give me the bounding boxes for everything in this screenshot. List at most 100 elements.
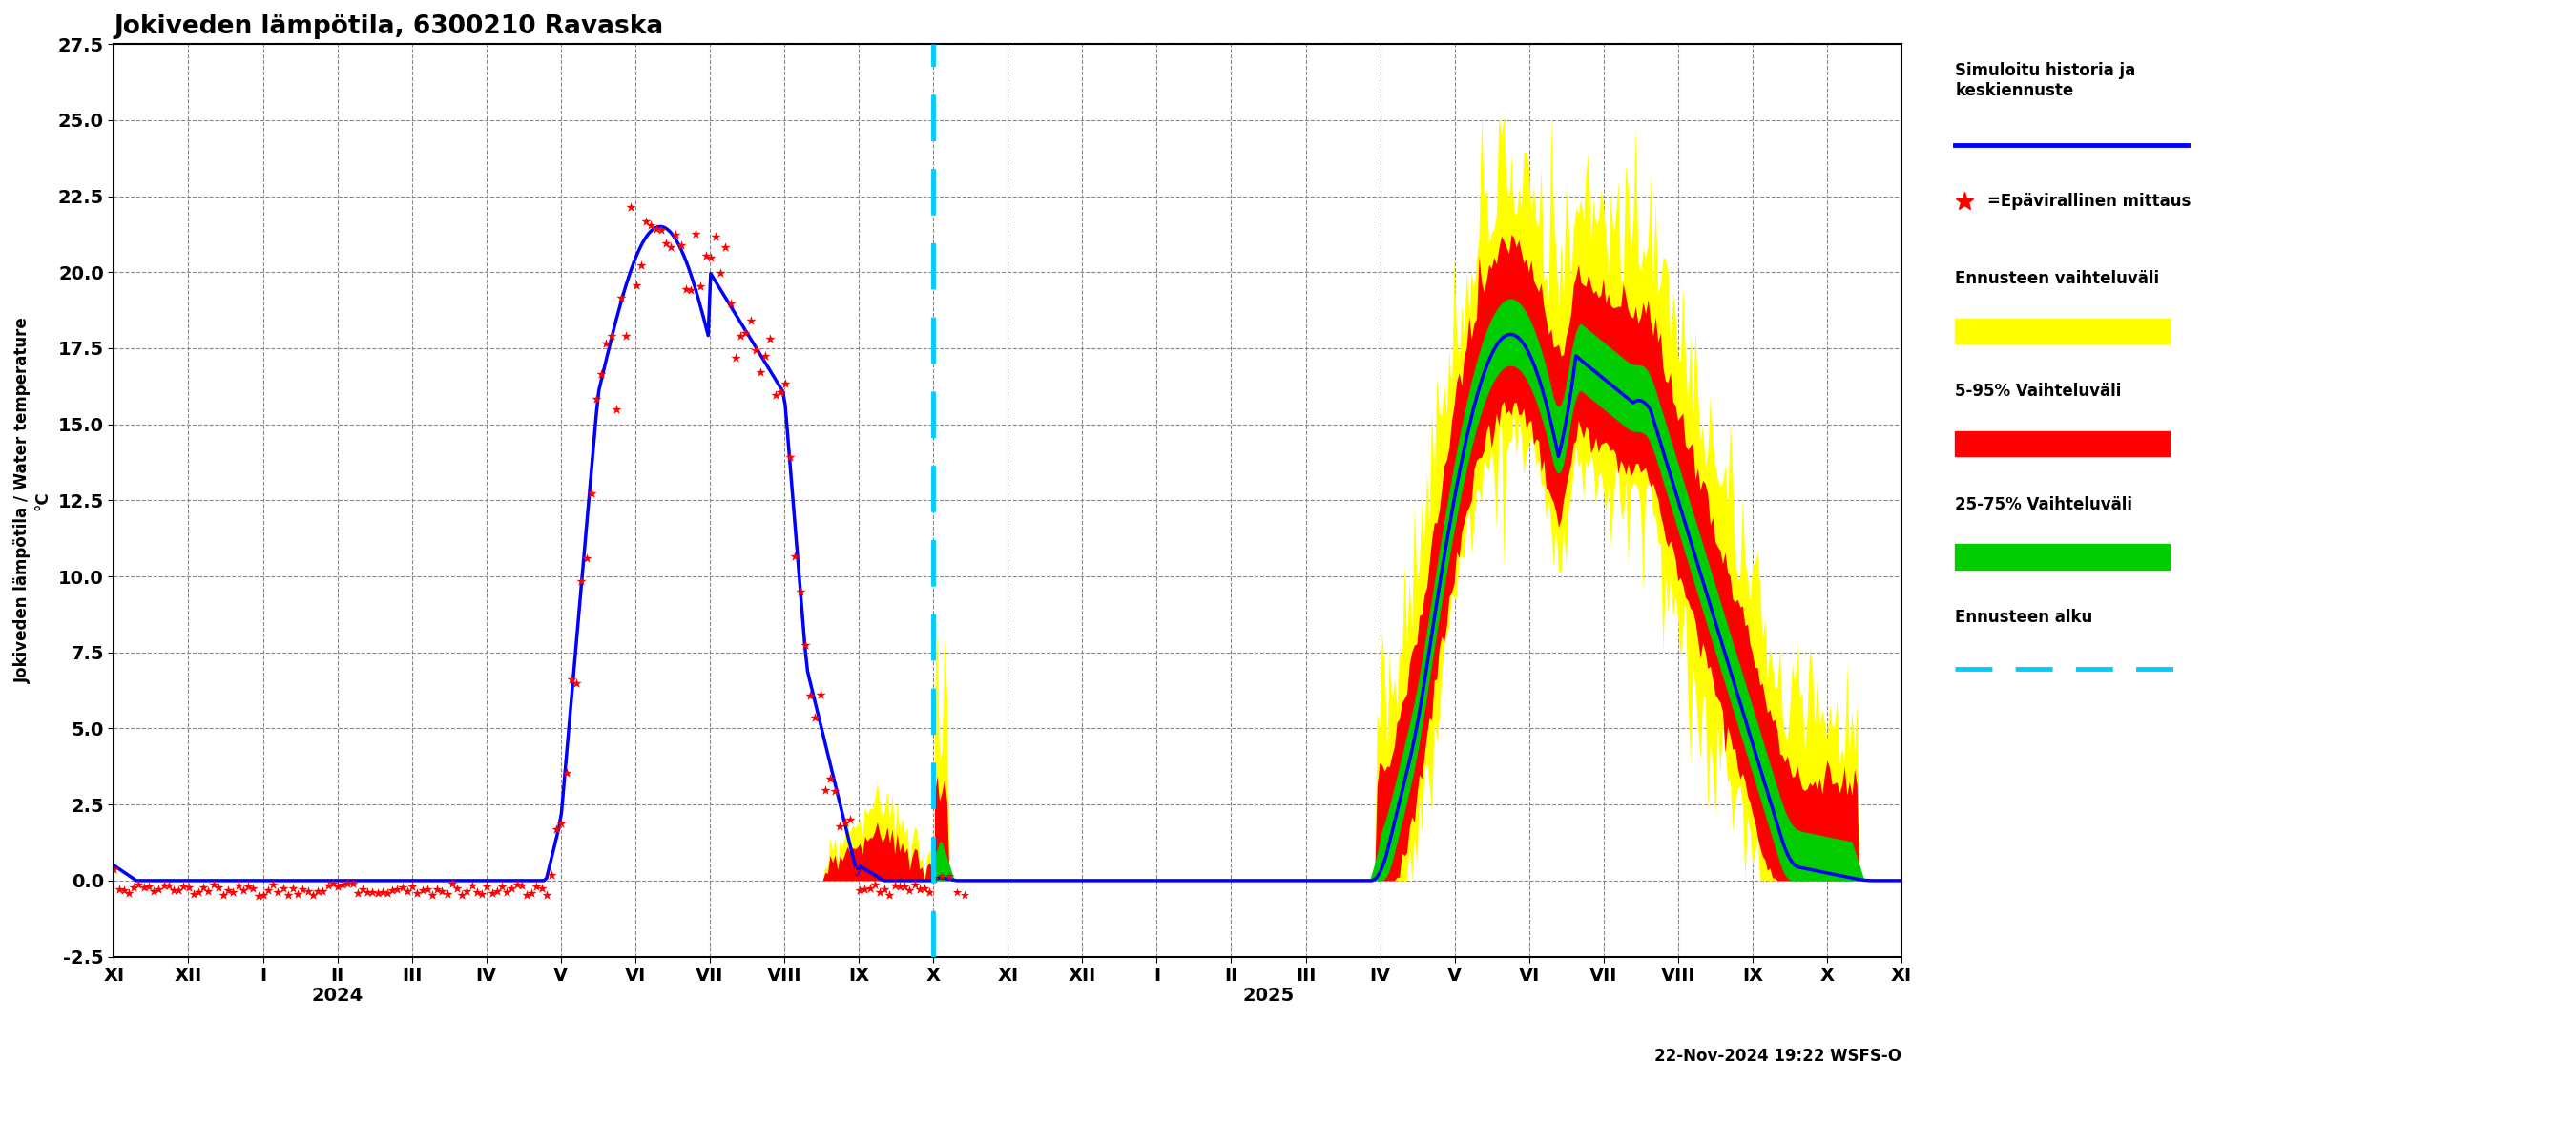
Point: [366, 884, 407, 902]
Point: [515, 877, 556, 895]
Point: [670, 281, 711, 299]
Text: 22-Nov-2024 19:22 WSFS-O: 22-Nov-2024 19:22 WSFS-O: [1654, 1048, 1901, 1065]
Point: [526, 886, 567, 905]
Point: [680, 277, 721, 295]
Point: [456, 883, 497, 901]
Point: [556, 673, 598, 692]
Point: [819, 816, 860, 835]
Text: 2025: 2025: [1242, 987, 1293, 1005]
Bar: [1955, 318, 2169, 344]
Point: [631, 216, 672, 235]
Point: [358, 884, 399, 902]
Point: [654, 226, 696, 244]
Point: [263, 878, 304, 897]
Point: [118, 875, 160, 893]
Point: [446, 882, 487, 900]
Point: [209, 882, 250, 900]
Point: [873, 877, 914, 895]
Point: [804, 781, 845, 799]
Point: [840, 881, 881, 899]
Point: [317, 877, 358, 895]
Point: [863, 881, 904, 899]
Point: [562, 572, 603, 591]
Point: [551, 671, 592, 689]
Point: [572, 484, 613, 503]
Point: [152, 881, 193, 899]
Point: [232, 879, 273, 898]
Point: [824, 814, 866, 832]
Point: [428, 885, 469, 903]
Text: =Epävirallinen mittaus: =Epävirallinen mittaus: [1989, 192, 2192, 210]
Point: [412, 886, 453, 905]
Point: [214, 883, 255, 901]
Point: [242, 886, 283, 905]
Point: [793, 709, 835, 727]
Point: [636, 220, 677, 238]
Point: [258, 883, 299, 901]
Point: [461, 885, 502, 903]
Point: [706, 238, 747, 256]
Point: [605, 327, 647, 346]
Point: [590, 326, 631, 345]
Point: [327, 875, 368, 893]
Point: [734, 341, 775, 360]
Point: [711, 294, 752, 313]
Point: [343, 881, 384, 899]
Point: [381, 878, 422, 897]
Point: [765, 374, 806, 393]
Point: [332, 875, 374, 893]
Point: [770, 448, 811, 466]
Point: [809, 769, 850, 788]
Point: [134, 882, 175, 900]
Point: [531, 866, 572, 884]
Point: [247, 882, 289, 900]
Point: [914, 869, 956, 887]
Point: [724, 324, 765, 342]
Point: [850, 879, 891, 898]
Point: [430, 875, 471, 893]
Point: [502, 876, 544, 894]
Point: [113, 878, 155, 897]
Point: [482, 877, 523, 895]
Point: [497, 875, 538, 893]
Point: [193, 875, 234, 893]
Point: [312, 875, 353, 893]
Text: 2024: 2024: [312, 987, 363, 1005]
Point: [641, 221, 683, 239]
Point: [868, 886, 909, 905]
Point: [407, 879, 448, 898]
Point: [188, 883, 229, 901]
Point: [505, 886, 546, 905]
Point: [855, 876, 896, 894]
Point: [536, 821, 577, 839]
Point: [204, 886, 245, 905]
Point: [909, 883, 951, 901]
Point: [451, 876, 492, 894]
Point: [301, 883, 343, 901]
Text: Ennusteen alku: Ennusteen alku: [1955, 608, 2092, 625]
Point: [471, 884, 513, 902]
Point: [237, 886, 278, 905]
Point: [435, 879, 477, 898]
Point: [98, 881, 139, 899]
Text: Jokiveden lämpötila, 6300210 Ravaska: Jokiveden lämpötila, 6300210 Ravaska: [113, 14, 665, 39]
Point: [173, 885, 214, 903]
Point: [108, 884, 149, 902]
Point: [878, 877, 920, 895]
Text: 5-95% Vaihteluväli: 5-95% Vaihteluväli: [1955, 384, 2123, 401]
Point: [273, 879, 314, 898]
Point: [729, 311, 770, 330]
Point: [860, 883, 902, 901]
Point: [422, 882, 464, 900]
Point: [755, 386, 796, 404]
Point: [659, 236, 701, 254]
Point: [760, 384, 801, 402]
Point: [701, 264, 742, 283]
Point: [371, 882, 412, 900]
Bar: [1955, 544, 2169, 569]
Point: [129, 877, 170, 895]
Point: [889, 881, 930, 899]
Point: [665, 279, 706, 298]
Point: [283, 881, 325, 899]
Point: [487, 883, 528, 901]
